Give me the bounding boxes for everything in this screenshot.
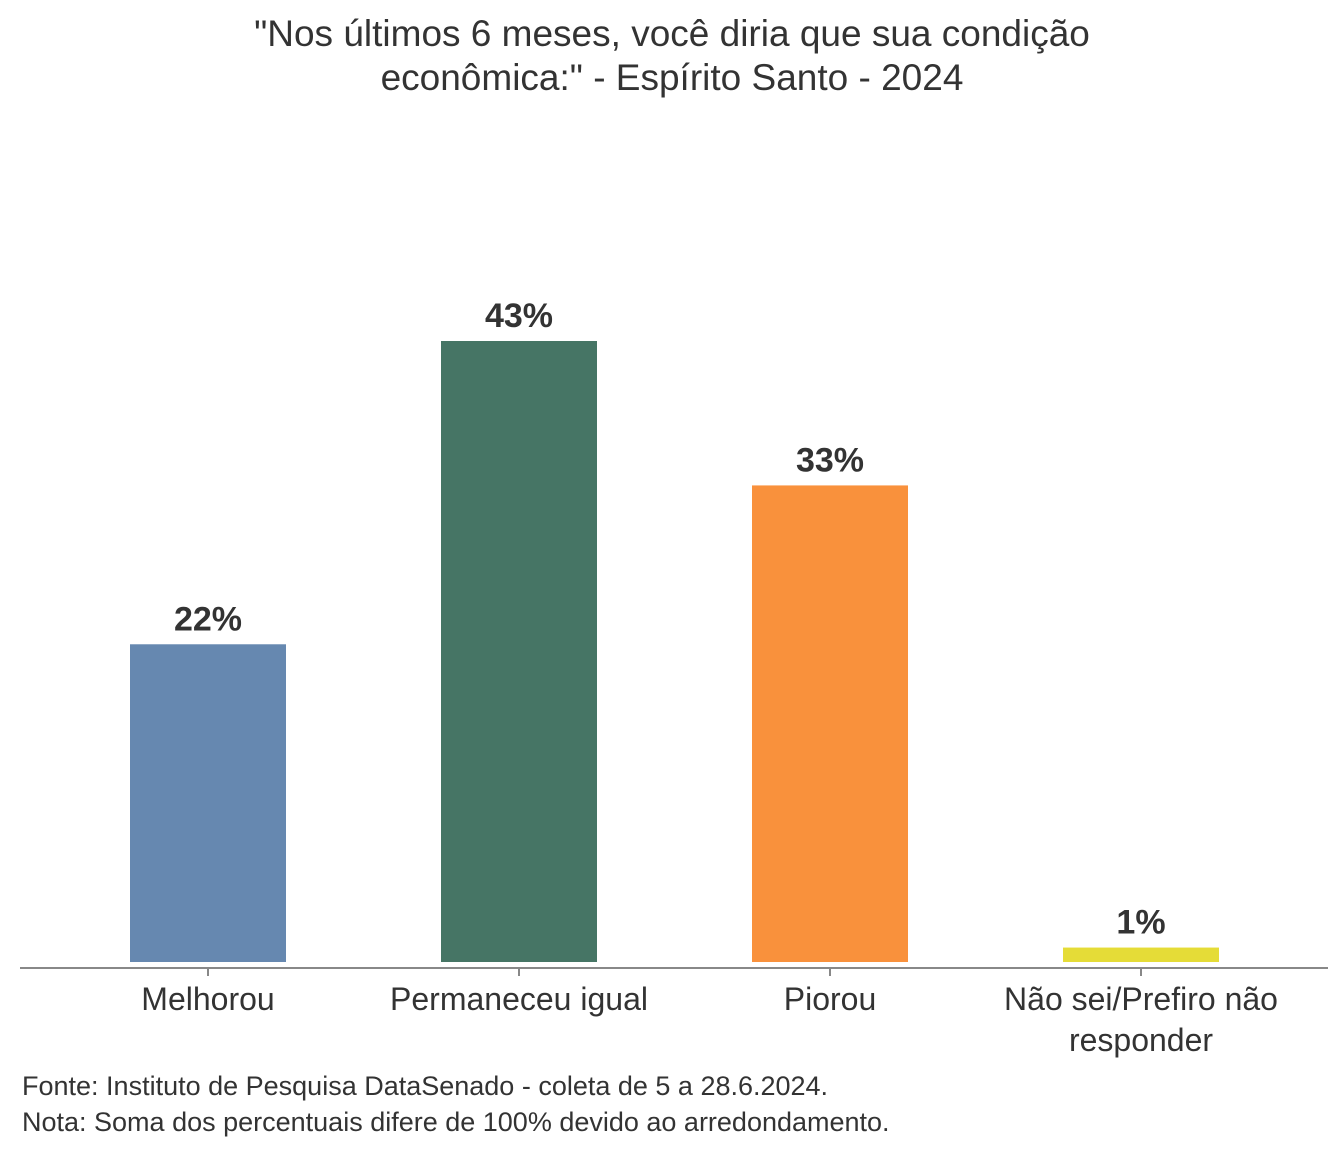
category-label-0-line-0: Melhorou <box>141 981 274 1017</box>
value-labels: 22% 43% 33% 1% <box>174 297 1166 942</box>
value-label-2: 33% <box>796 441 864 479</box>
chart-title-line-2: econômica:" - Espírito Santo - 2024 <box>380 57 964 98</box>
bar-1 <box>441 341 597 962</box>
category-label-3-line-1: responder <box>1069 1022 1213 1058</box>
bar-3 <box>1063 947 1219 962</box>
chart-title: "Nos últimos 6 meses, você diria que sua… <box>0 12 1344 100</box>
category-label-2-line-0: Piorou <box>784 981 877 1017</box>
category-label-1-line-0: Permaneceu igual <box>390 981 648 1017</box>
category-labels: Melhorou Permaneceu igual Piorou Não sei/Pr… <box>141 981 1278 1058</box>
bar-0 <box>130 644 286 962</box>
rounding-note: Nota: Soma dos percentuais difere de 100… <box>22 1107 890 1137</box>
chart-footer: Fonte: Instituto de Pesquisa DataSenado … <box>22 1068 890 1140</box>
bars-layer <box>130 341 1219 962</box>
value-label-1: 43% <box>485 297 553 335</box>
chart-title-line-1: "Nos últimos 6 meses, você diria que sua… <box>254 13 1090 54</box>
value-label-0: 22% <box>174 600 242 638</box>
value-label-3: 1% <box>1116 904 1165 942</box>
category-label-3-line-0: Não sei/Prefiro não <box>1004 981 1278 1017</box>
source-note: Fonte: Instituto de Pesquisa DataSenado … <box>22 1071 829 1101</box>
x-axis-ticks <box>207 968 1142 976</box>
bar-2 <box>752 485 908 962</box>
